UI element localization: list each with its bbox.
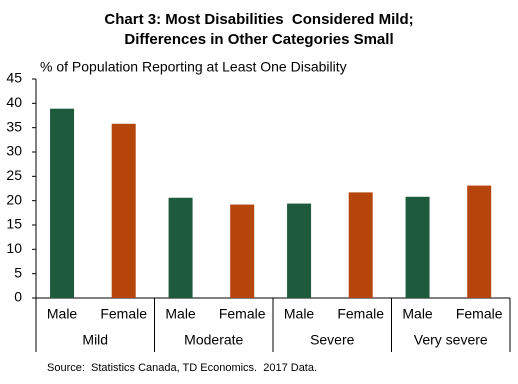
x-tick-label: Female <box>456 306 503 322</box>
bar <box>405 196 430 298</box>
x-tick-label: Male <box>47 306 78 322</box>
x-group-label: Mild <box>82 332 108 348</box>
bar <box>230 204 255 298</box>
bar <box>50 108 75 298</box>
y-tick-label: 40 <box>6 94 22 110</box>
x-tick-label: Male <box>165 306 196 322</box>
y-tick-label: 0 <box>14 289 22 305</box>
y-tick-label: 5 <box>14 264 22 280</box>
y-tick-label: 35 <box>6 118 22 134</box>
bar <box>467 185 492 298</box>
x-tick-label: Male <box>402 306 433 322</box>
x-group-label: Very severe <box>414 332 488 348</box>
x-group-label: Severe <box>310 332 355 348</box>
chart-title: Chart 3: Most Disabilities Considered Mi… <box>104 11 413 28</box>
x-tick-label: Female <box>219 306 266 322</box>
bar <box>111 123 136 298</box>
x-tick-label: Male <box>284 306 315 322</box>
x-tick-label: Female <box>100 306 147 322</box>
y-tick-label: 30 <box>6 143 22 159</box>
y-tick-label: 45 <box>6 70 22 86</box>
x-tick-label: Female <box>337 306 384 322</box>
y-tick-label: 15 <box>6 216 22 232</box>
bar <box>348 192 373 298</box>
y-tick-label: 25 <box>6 167 22 183</box>
x-group-label: Moderate <box>184 332 243 348</box>
bar <box>168 197 193 298</box>
source-note: Source: Statistics Canada, TD Economics.… <box>47 362 317 374</box>
y-axis-label: % of Population Reporting at Least One D… <box>40 59 347 75</box>
bar <box>287 203 312 298</box>
y-tick-label: 10 <box>6 240 22 256</box>
chart-title: Differences in Other Categories Small <box>124 31 393 48</box>
y-tick-label: 20 <box>6 191 22 207</box>
